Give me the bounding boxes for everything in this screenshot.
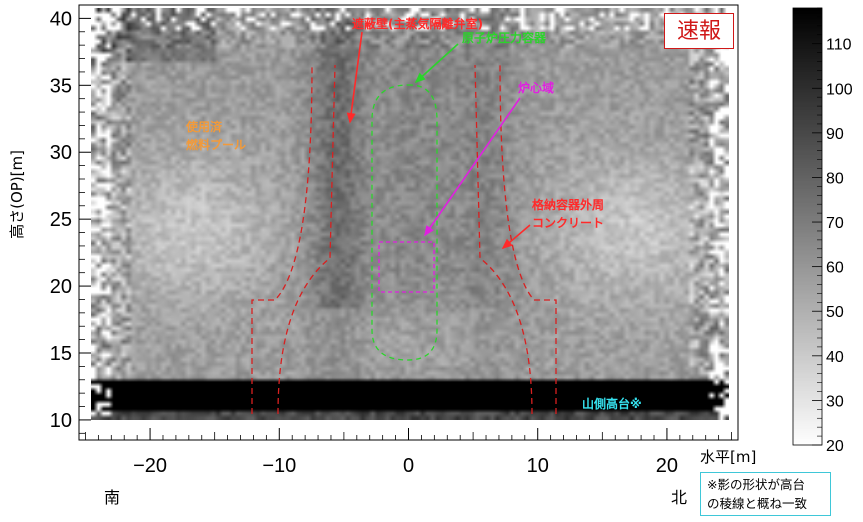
- x-tick-label-0: −20: [133, 455, 167, 477]
- core-region-box: [378, 241, 435, 293]
- colorbar-tick-label-7: 90: [826, 126, 844, 143]
- label-core: 炉心域: [518, 80, 554, 95]
- containment-right-inner: [474, 64, 533, 415]
- colorbar-tick-label-4: 60: [826, 260, 844, 277]
- label-containment-2: コンクリート: [532, 216, 604, 230]
- colorbar-tick-label-2: 40: [826, 349, 844, 366]
- x-axis-label: 水平[m]: [700, 448, 756, 466]
- colorbar-tick-label-3: 50: [826, 304, 844, 321]
- arrow-shield-wall: [349, 31, 363, 123]
- x-tick-label-1: −10: [262, 455, 296, 477]
- label-hill: 山側高台※: [582, 396, 642, 411]
- colorbar-tick-label-1: 30: [826, 393, 844, 410]
- y-tick-label-2: 20: [50, 276, 72, 298]
- y-tick-label-4: 30: [50, 142, 72, 164]
- arrow-core: [424, 97, 521, 236]
- colorbar-tick-label-0: 20: [826, 438, 844, 455]
- label-shield-wall: 遮蔽壁(主蒸気隔離弁室): [352, 16, 483, 31]
- y-tick-label-0: 10: [50, 410, 72, 432]
- colorbar-tick-label-6: 80: [826, 170, 844, 187]
- south-label: 南: [104, 488, 121, 507]
- x-tick-label-3: 10: [527, 455, 549, 477]
- colorbar-tick-label-9: 110: [826, 37, 852, 54]
- x-tick-label-2: 0: [403, 455, 414, 477]
- footnote-box: ※影の形状が高台 の稜線と概ね一致: [700, 472, 831, 516]
- colorbar-image: [793, 8, 822, 445]
- label-containment-1: 格納容器外周: [532, 197, 604, 212]
- colorbar-axis: 20 30 40 50 60 70 80 90 100 110: [812, 7, 853, 455]
- label-rpv: 原子炉圧力容器: [462, 30, 547, 45]
- containment-left-inner: [277, 64, 336, 415]
- arrow-rpv: [415, 43, 459, 83]
- y-axis-label: 高さ(OP)[m]: [8, 150, 26, 239]
- structure-overlay: [251, 31, 557, 415]
- y-tick-label-3: 25: [50, 209, 72, 231]
- colorbar-frame: [792, 7, 823, 446]
- y-tick-label-5: 35: [50, 75, 72, 97]
- north-label: 北: [671, 488, 688, 507]
- y-tick-label-6: 40: [50, 8, 72, 30]
- x-tick-label-4: 20: [656, 455, 678, 477]
- heatmap-image: [91, 8, 729, 420]
- containment-left-outer: [251, 64, 313, 414]
- colorbar-tick-label-8: 100: [826, 81, 853, 98]
- preliminary-badge: 速報: [664, 13, 734, 49]
- axes: −20 −10 0 10 20 10 15 20 25 30 35 40: [50, 4, 732, 477]
- containment-right-outer: [499, 64, 557, 414]
- y-tick-label-1: 15: [50, 343, 72, 365]
- reactor-pressure-vessel-outline: [371, 84, 438, 361]
- label-spent-fuel-pool-2: 燃料プール: [186, 137, 246, 152]
- label-spent-fuel-pool-1: 使用済: [185, 119, 223, 134]
- colorbar-tick-label-5: 70: [826, 215, 844, 232]
